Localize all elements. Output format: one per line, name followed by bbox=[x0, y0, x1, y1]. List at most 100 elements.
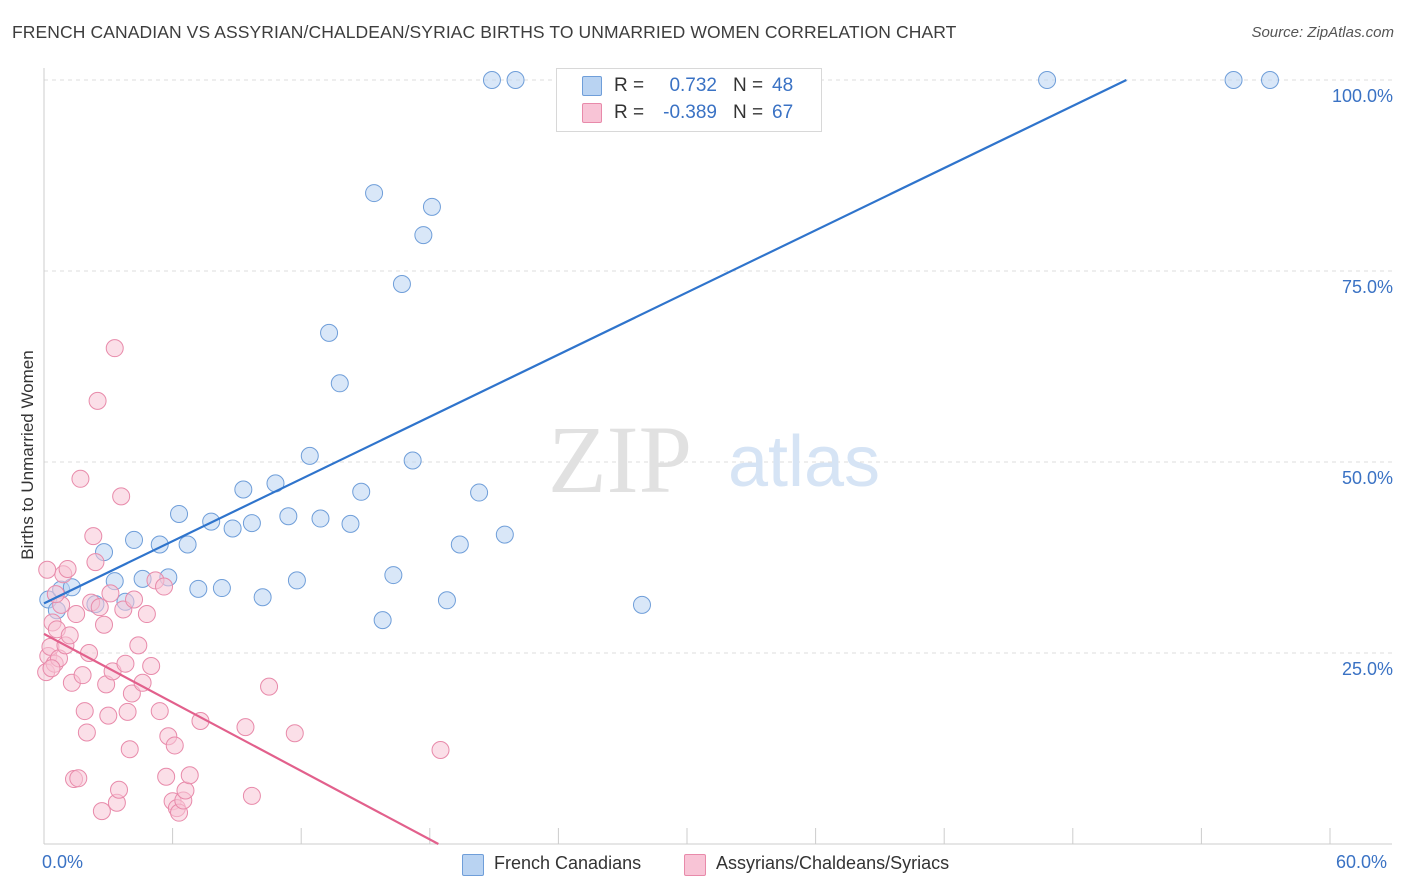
legend-n-value: 67 bbox=[772, 102, 794, 123]
point-french-canadians bbox=[632, 595, 651, 614]
point-assyrians bbox=[137, 605, 156, 624]
trend-lines bbox=[43, 79, 1127, 845]
point-assyrians bbox=[95, 615, 114, 634]
point-french-canadians bbox=[1260, 71, 1279, 89]
chart-title: FRENCH CANADIAN VS ASSYRIAN/CHALDEAN/SYR… bbox=[12, 22, 957, 42]
point-assyrians bbox=[84, 527, 103, 546]
watermark-zip: ZIP bbox=[548, 406, 692, 513]
point-french-canadians bbox=[495, 525, 514, 544]
legend-label-assyrians: Assyrians/Chaldeans/Syriacs bbox=[716, 853, 950, 873]
legend-n-label: N = bbox=[733, 75, 764, 96]
point-french-canadians bbox=[384, 566, 403, 585]
legend-r-label: R = bbox=[614, 102, 645, 123]
point-assyrians bbox=[77, 723, 96, 742]
point-french-canadians bbox=[223, 519, 242, 538]
point-french-canadians bbox=[242, 514, 261, 533]
gridlines bbox=[44, 79, 1392, 654]
y-tick-label-25: 25.0% bbox=[1341, 659, 1393, 679]
point-assyrians bbox=[60, 626, 79, 645]
point-french-canadians bbox=[279, 507, 298, 526]
trend-line-assyrians bbox=[43, 632, 439, 845]
point-french-canadians bbox=[320, 323, 339, 342]
point-french-canadians bbox=[1224, 71, 1243, 89]
point-assyrians bbox=[67, 605, 86, 624]
point-assyrians bbox=[180, 766, 199, 785]
point-assyrians bbox=[236, 718, 255, 737]
point-assyrians bbox=[92, 802, 111, 821]
chart-source: Source: ZipAtlas.com bbox=[1251, 24, 1394, 41]
point-french-canadians bbox=[170, 504, 189, 523]
point-french-canadians bbox=[437, 591, 456, 610]
y-tick-label-100: 100.0% bbox=[1331, 86, 1393, 106]
point-french-canadians bbox=[234, 480, 253, 499]
point-assyrians bbox=[165, 736, 184, 755]
y-tick-label-50: 50.0% bbox=[1341, 468, 1393, 488]
point-french-canadians bbox=[373, 611, 392, 630]
point-french-canadians bbox=[352, 482, 371, 501]
point-assyrians bbox=[118, 702, 137, 721]
trend-line-french-canadians bbox=[43, 79, 1127, 605]
x-tick-label-min: 0.0% bbox=[42, 852, 84, 872]
legend-swatch-blue bbox=[582, 76, 602, 96]
point-assyrians bbox=[86, 553, 105, 572]
point-french-canadians bbox=[482, 71, 501, 89]
legend-n-value: 48 bbox=[772, 75, 794, 96]
legend-r-value: -0.389 bbox=[663, 102, 717, 123]
legend-swatch-pink bbox=[582, 103, 602, 123]
point-assyrians bbox=[69, 769, 88, 788]
point-assyrians bbox=[42, 659, 61, 678]
legend-label-french-canadians: French Canadians bbox=[494, 853, 642, 873]
point-assyrians bbox=[157, 767, 176, 786]
legend-row-pink: R = -0.389 N = 67 bbox=[557, 100, 821, 126]
point-assyrians bbox=[71, 469, 90, 488]
point-french-canadians bbox=[392, 274, 411, 293]
watermark-atlas: atlas bbox=[728, 422, 880, 502]
point-assyrians bbox=[38, 560, 57, 579]
point-assyrians bbox=[431, 741, 450, 760]
legend-swatch-assyrians bbox=[684, 854, 706, 876]
data-points bbox=[37, 71, 1279, 822]
legend-r-value: 0.732 bbox=[669, 75, 717, 96]
point-french-canadians bbox=[311, 509, 330, 528]
point-french-canadians bbox=[403, 451, 422, 470]
point-assyrians bbox=[122, 684, 141, 703]
legend-swatch-french-canadians bbox=[462, 854, 484, 876]
point-assyrians bbox=[75, 702, 94, 721]
point-assyrians bbox=[150, 702, 169, 721]
legend-r-label: R = bbox=[614, 75, 645, 96]
point-french-canadians bbox=[212, 579, 231, 598]
point-assyrians bbox=[105, 339, 124, 358]
point-assyrians bbox=[260, 677, 279, 696]
point-french-canadians bbox=[365, 184, 384, 203]
point-assyrians bbox=[142, 656, 161, 675]
point-assyrians bbox=[112, 487, 131, 506]
point-assyrians bbox=[242, 786, 261, 805]
point-assyrians bbox=[90, 598, 109, 617]
point-french-canadians bbox=[287, 571, 306, 590]
point-assyrians bbox=[88, 391, 107, 410]
series-legend: French Canadians Assyrians/Chaldeans/Syr… bbox=[0, 852, 1406, 876]
x-tick-label-max: 60.0% bbox=[1336, 852, 1388, 872]
point-french-canadians bbox=[189, 579, 208, 598]
point-assyrians bbox=[101, 584, 120, 603]
point-french-canadians bbox=[178, 535, 197, 554]
y-tick-label-75: 75.0% bbox=[1341, 277, 1393, 297]
legend-n-label: N = bbox=[733, 102, 764, 123]
legend-row-blue: R = 0.732 N = 48 bbox=[557, 73, 821, 99]
point-assyrians bbox=[155, 577, 174, 596]
point-french-canadians bbox=[414, 226, 433, 245]
point-french-canadians bbox=[300, 446, 319, 465]
point-assyrians bbox=[99, 706, 118, 725]
point-assyrians bbox=[129, 636, 148, 655]
point-french-canadians bbox=[470, 483, 489, 502]
point-assyrians bbox=[120, 740, 139, 759]
point-french-canadians bbox=[341, 514, 360, 533]
point-assyrians bbox=[73, 666, 92, 685]
point-assyrians bbox=[176, 781, 195, 800]
point-french-canadians bbox=[506, 71, 525, 89]
correlation-legend: R = 0.732 N = 48 R = -0.389 N = 67 bbox=[556, 68, 822, 132]
point-french-canadians bbox=[450, 535, 469, 554]
axes bbox=[43, 68, 1392, 845]
point-french-canadians bbox=[253, 588, 272, 607]
